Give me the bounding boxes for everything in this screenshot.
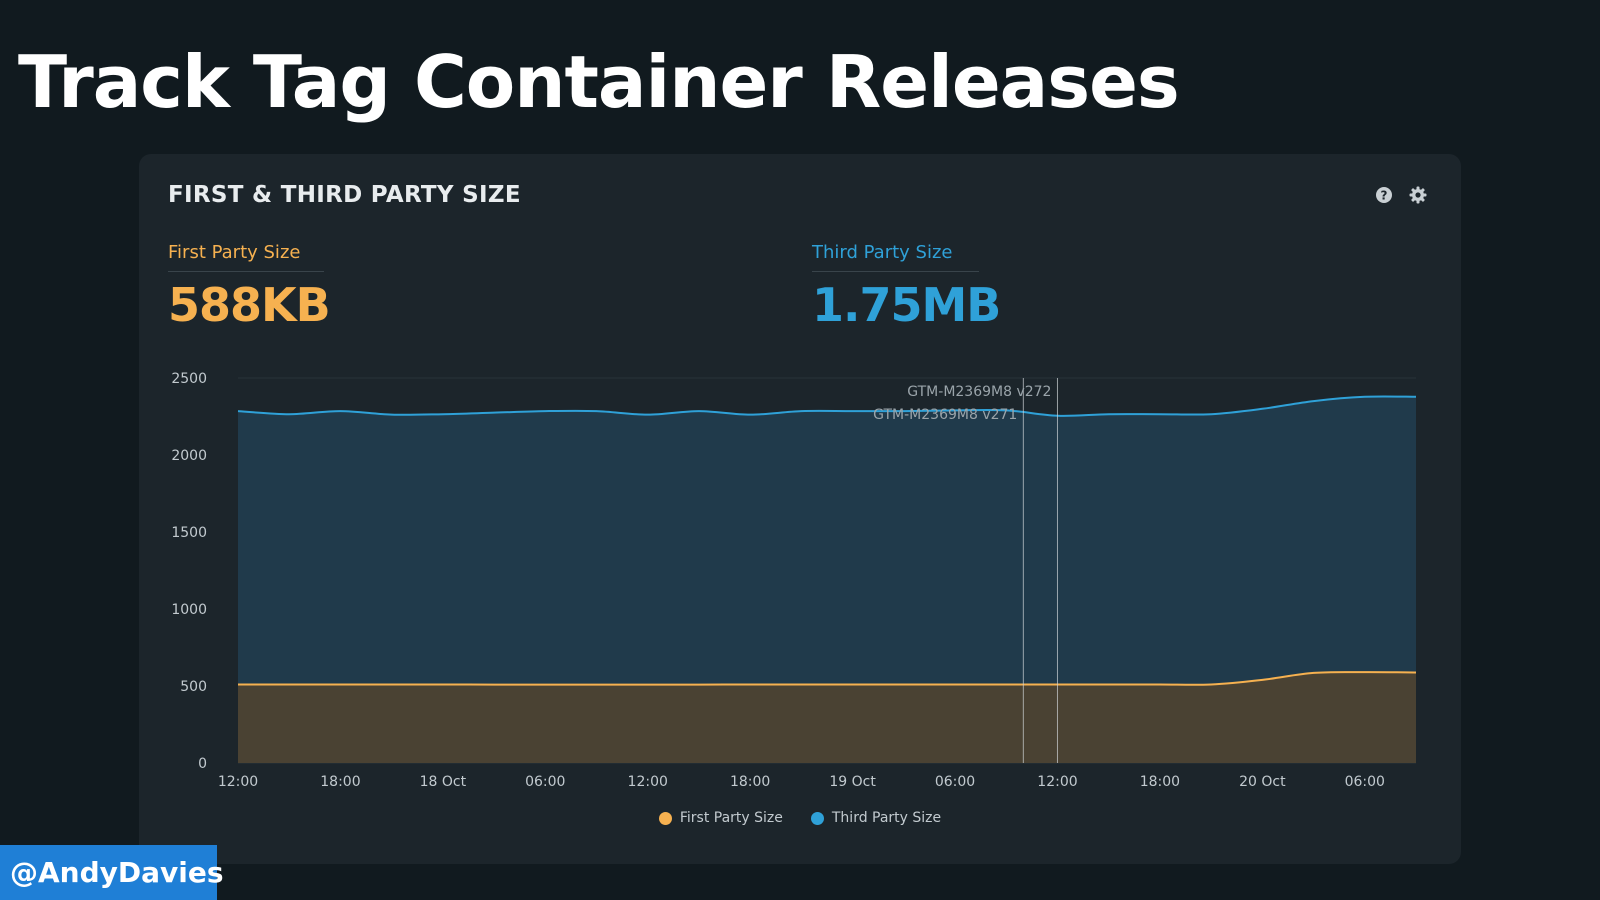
gear-icon[interactable] <box>1407 184 1429 206</box>
panel-title: FIRST & THIRD PARTY SIZE <box>168 182 521 208</box>
metric-third-party-value: 1.75MB <box>812 278 1001 332</box>
area-first-party <box>238 672 1416 763</box>
author-handle: @AndyDavies <box>0 845 224 900</box>
area-chart: 0 500 1000 1500 2000 2500 GTM-M2369M8 v271 GTM-… <box>171 371 1417 790</box>
x-tick-label: 06:00 <box>935 774 975 790</box>
x-tick-label: 18 Oct <box>420 774 467 790</box>
x-tick-label: 12:00 <box>1037 774 1077 790</box>
panel-actions: ? <box>1373 184 1429 206</box>
legend-item-third-party[interactable]: Third Party Size <box>810 810 942 826</box>
y-tick-label: 2500 <box>171 371 207 387</box>
y-tick-label: 1000 <box>171 602 207 618</box>
legend-label-first-party: First Party Size <box>679 810 783 826</box>
legend-dot-first-party <box>658 811 672 825</box>
chart-panel: FIRST & THIRD PARTY SIZE ? First Party <box>139 154 1461 864</box>
chart-legend: First Party Size Third Party Size <box>139 810 1461 826</box>
release-label: GTM-M2369M8 v271 <box>873 407 1017 423</box>
x-tick-label: 18:00 <box>320 774 360 790</box>
y-tick-label: 1500 <box>171 525 207 541</box>
x-tick-label: 18:00 <box>1140 774 1180 790</box>
legend-item-first-party[interactable]: First Party Size <box>658 810 783 826</box>
legend-label-third-party: Third Party Size <box>831 810 942 826</box>
y-tick-label: 0 <box>198 756 207 772</box>
metric-first-party: First Party Size 588KB <box>168 242 331 332</box>
x-tick-label: 12:00 <box>628 774 668 790</box>
area-third-party <box>238 396 1416 763</box>
slide-title: Track Tag Container Releases <box>18 40 1180 124</box>
x-tick-label: 06:00 <box>1345 774 1385 790</box>
help-icon[interactable]: ? <box>1373 184 1395 206</box>
y-tick-label: 2000 <box>171 448 207 464</box>
svg-text:?: ? <box>1381 189 1388 203</box>
line-first-party <box>237 671 1417 686</box>
x-tick-label: 18:00 <box>730 774 770 790</box>
metric-third-party-label: Third Party Size <box>812 242 979 272</box>
release-label: GTM-M2369M8 v272 <box>907 384 1051 400</box>
metric-first-party-label: First Party Size <box>168 242 325 272</box>
line-third-party <box>237 395 1417 417</box>
metric-third-party: Third Party Size 1.75MB <box>812 242 1001 332</box>
y-tick-label: 500 <box>180 679 207 695</box>
metric-first-party-value: 588KB <box>168 278 331 332</box>
x-tick-label: 06:00 <box>525 774 565 790</box>
legend-dot-third-party <box>810 811 824 825</box>
x-tick-label: 19 Oct <box>829 774 876 790</box>
x-tick-label: 12:00 <box>218 774 258 790</box>
x-tick-label: 20 Oct <box>1239 774 1286 790</box>
